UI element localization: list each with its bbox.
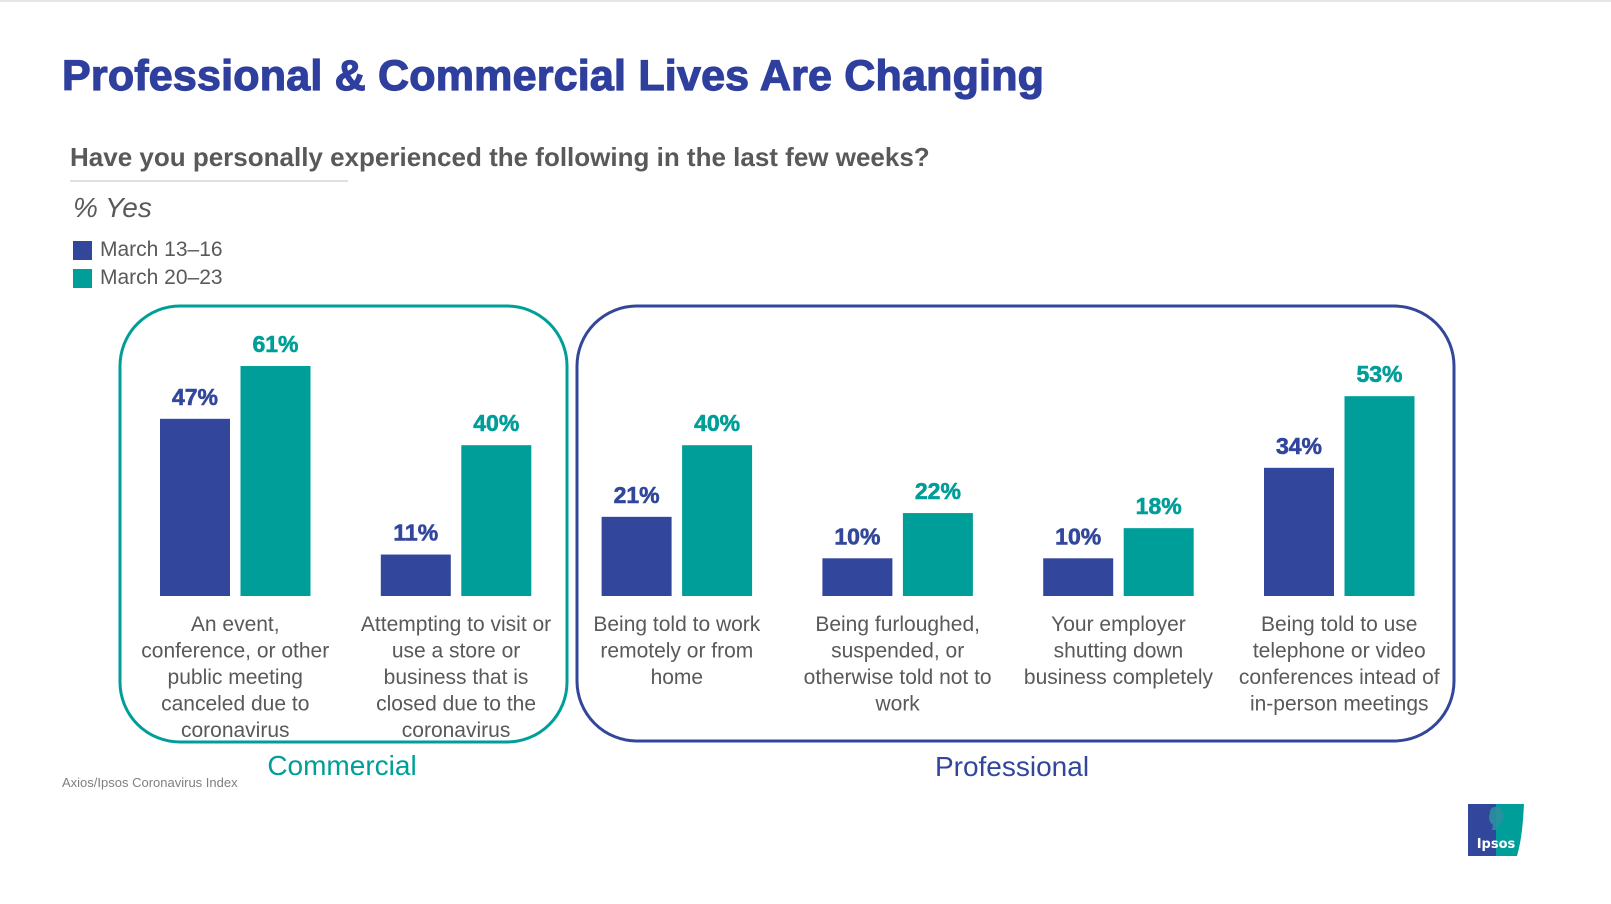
category-label-line: conferences intead of [1239, 666, 1440, 689]
category-label-line: work [874, 693, 920, 716]
category-label-line: business completely [1024, 666, 1214, 689]
bar-series1-cat3 [601, 516, 672, 596]
data-label-series2-cat2: 40% [473, 410, 519, 436]
category-label-line: Being told to use [1261, 613, 1417, 636]
top-border [0, 0, 1611, 2]
category-label-line: telephone or video [1253, 640, 1426, 663]
category-label-line: coronavirus [402, 719, 511, 742]
group-label-professional: Professional [935, 751, 1089, 782]
category-label-4: Being furloughed, suspended, or otherwise … [804, 613, 992, 716]
category-label-line: remotely or from [600, 640, 753, 663]
bar-series2-cat5 [1123, 528, 1194, 596]
bar-series1-cat1 [160, 418, 230, 596]
category-label-line: Attempting to visit or [361, 613, 551, 636]
data-label-series1-cat1: 47% [172, 384, 218, 410]
data-label-series1-cat6: 34% [1276, 433, 1322, 459]
category-label-line: suspended, or [831, 640, 964, 663]
data-label-series2-cat5: 18% [1136, 493, 1182, 519]
data-label-series2-cat4: 22% [915, 478, 961, 504]
data-label-series2-cat6: 53% [1356, 361, 1402, 387]
legend: March 13–16 March 20–23 [73, 236, 223, 292]
legend-item-march-13-16: March 13–16 [73, 236, 223, 264]
category-label-line: canceled due to [161, 693, 309, 716]
question-underline [70, 180, 348, 182]
source-note: Axios/Ipsos Coronavirus Index [62, 775, 238, 790]
category-label-line: use a store or [392, 640, 520, 663]
data-label-series2-cat3: 40% [694, 410, 740, 436]
group-box-professional [575, 304, 1456, 743]
bar-series1-cat5 [1043, 558, 1114, 596]
category-label-line: in-person meetings [1250, 693, 1429, 716]
category-label-5: Your employer shutting down business compl… [1024, 613, 1214, 689]
category-label-line: Your employer [1051, 613, 1186, 636]
bar-series1-cat2 [380, 554, 451, 596]
bar-series2-cat2 [461, 445, 532, 596]
group-box-commercial [118, 304, 569, 744]
logo-text: Ipsos [1477, 837, 1516, 852]
bar-series2-cat1 [240, 366, 311, 596]
bar-series2-cat6 [1344, 396, 1415, 596]
legend-item-march-20-23: March 20–23 [73, 264, 223, 292]
group-label-commercial: Commercial [267, 750, 416, 781]
category-label-2: Attempting to visit or use a store or busi… [361, 613, 551, 742]
category-label-line: Being furloughed, [815, 613, 980, 636]
category-label-line: business that is [384, 666, 529, 689]
category-label-line: shutting down [1054, 640, 1184, 663]
category-label-line: conference, or other [141, 640, 329, 663]
category-label-line: home [651, 666, 704, 689]
category-label-line: Being told to work [593, 613, 760, 636]
survey-question: Have you personally experienced the foll… [70, 142, 930, 172]
legend-label: March 20–23 [100, 266, 223, 289]
category-label-1: An event, conference, or other public meet… [141, 613, 329, 742]
data-label-series1-cat5: 10% [1055, 523, 1101, 549]
bar-series2-cat3 [682, 445, 753, 596]
bar-series1-cat4 [822, 558, 893, 596]
category-label-3: Being told to work remotely or from home [593, 613, 760, 689]
category-label-line: closed due to the [376, 693, 536, 716]
category-label-line: otherwise told not to [804, 666, 992, 689]
data-label-series1-cat3: 21% [614, 482, 660, 508]
legend-swatch-series1 [73, 240, 92, 260]
bar-series1-cat6 [1264, 467, 1334, 596]
data-label-series1-cat4: 10% [834, 523, 880, 549]
page-title: Professional & Commercial Lives Are Chan… [61, 51, 1045, 100]
category-label-line: coronavirus [181, 719, 290, 742]
legend-label: March 13–16 [100, 238, 223, 261]
chart-subtitle: % Yes [73, 192, 152, 223]
category-label-line: public meeting [168, 666, 303, 689]
data-label-series2-cat1: 61% [252, 331, 298, 357]
data-label-series1-cat2: 11% [393, 520, 438, 546]
legend-swatch-series2 [73, 268, 92, 288]
category-label-line: An event, [191, 613, 280, 636]
bar-series2-cat4 [902, 513, 973, 596]
category-label-6: Being told to use telephone or video confe… [1239, 613, 1440, 716]
ipsos-logo-icon: Ipsos [1468, 804, 1524, 856]
